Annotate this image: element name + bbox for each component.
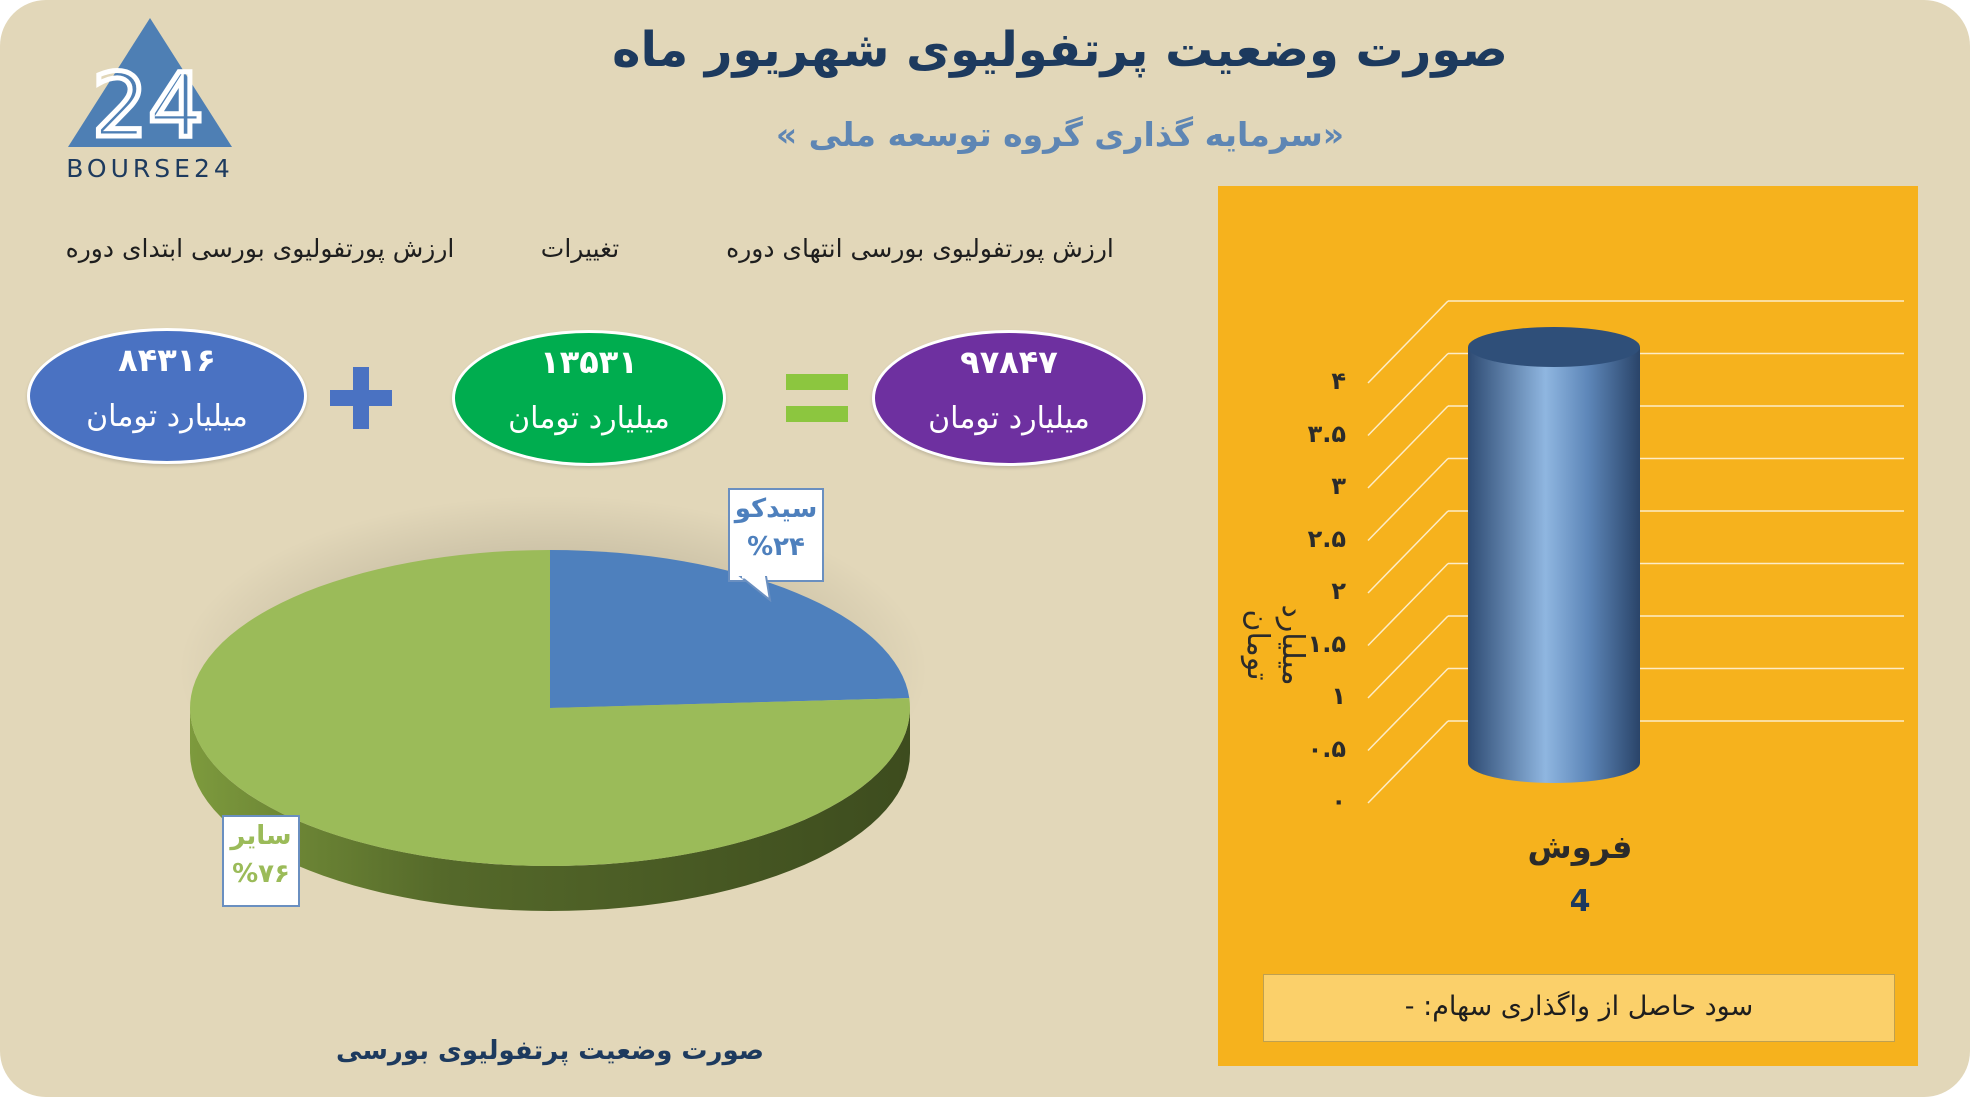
page-title: صورت وضعیت پرتفولیوی شهریور ماه	[612, 22, 1508, 78]
bar-value-label: 4	[1569, 884, 1591, 919]
bar-y-tick-label: ۳	[1331, 472, 1346, 500]
share-sale-profit-note: سود حاصل از واگذاری سهام: -	[1263, 974, 1895, 1042]
svg-text:BOURSE24: BOURSE24	[66, 154, 234, 183]
end-value-oval: ۹۷۸۴۷ میلیارد تومان	[872, 330, 1146, 466]
pie-label-sidco-percent: %۲۴	[747, 532, 805, 562]
bar-y-tick-label: ۰.۵	[1307, 734, 1346, 763]
start-value-number: ۸۴۳۱۶	[118, 341, 216, 379]
end-value-number: ۹۷۸۴۷	[960, 343, 1058, 381]
pie-label-other-percent: %۷۶	[232, 859, 290, 889]
label-start-value: ارزش پورتفولیوی بورسی ابتدای دوره	[65, 234, 455, 263]
label-changes: تغییرات	[540, 234, 620, 263]
bar-y-tick-label: ۳.۵	[1307, 419, 1346, 448]
pie-side-wall	[190, 708, 910, 911]
bar-y-tick-label: ۴	[1331, 367, 1346, 395]
page-subtitle: «سرمایه گذاری گروه توسعه ملی »	[775, 115, 1345, 154]
end-value-unit: میلیارد تومان	[928, 401, 1090, 436]
pie-label-sidco-name: سیدکو	[734, 494, 818, 524]
callout-pointer	[738, 576, 772, 602]
plus-icon	[330, 367, 392, 429]
bar-y-tick-label: ۲	[1331, 577, 1346, 605]
bar-y-tick-label: ۰	[1331, 787, 1346, 815]
bar-category-label: فروش	[1527, 828, 1633, 866]
start-value-oval: ۸۴۳۱۶ میلیارد تومان	[27, 328, 307, 464]
changes-oval: ۱۳۵۳۱ میلیارد تومان	[452, 330, 726, 466]
start-value-unit: میلیارد تومان	[86, 399, 248, 434]
svg-text:24: 24	[92, 54, 204, 157]
pie-label-other-name: سایر	[230, 821, 292, 851]
changes-number: ۱۳۵۳۱	[540, 343, 638, 381]
bourse24-logo: 24 BOURSE24	[66, 18, 234, 183]
bar-y-tick-label: ۲.۵	[1307, 524, 1346, 553]
pie-slice-sidco	[550, 550, 910, 708]
changes-unit: میلیارد تومان	[508, 401, 670, 436]
pie-label-other: سایر %۷۶	[222, 815, 300, 907]
bar-y-tick-label: ۱.۵	[1307, 629, 1346, 658]
sales-chart-panel	[1218, 186, 1918, 1066]
bar-y-tick-label: ۱	[1331, 682, 1346, 710]
equals-icon	[786, 374, 848, 422]
pie-label-sidco: سیدکو %۲۴	[728, 488, 824, 582]
bar-grid-line	[1367, 300, 1904, 384]
pie-chart-title: صورت وضعیت پرتفولیوی بورسی	[336, 1036, 764, 1066]
pie-slice-other	[190, 550, 911, 866]
sales-bar-chart	[1367, 300, 1904, 804]
bar-sales-top	[1468, 327, 1640, 367]
portfolio-pie-chart	[178, 495, 928, 911]
bar-sales	[1468, 347, 1640, 783]
label-end-value: ارزش پورتفولیوی بورسی انتهای دوره	[726, 234, 1114, 263]
